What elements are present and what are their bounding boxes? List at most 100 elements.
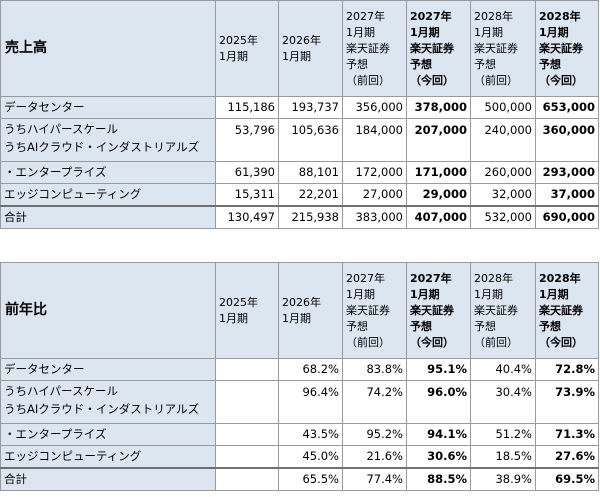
col-header-2027-curr: 2027年 1月期 楽天証券 予想 （今回）: [406, 262, 471, 359]
cell-value: 690,000: [535, 205, 599, 229]
row-label: うちハイパースケール: [4, 122, 118, 136]
cell-value: 378,000: [406, 96, 471, 119]
row-label: ・エンタープライズ: [0, 161, 216, 184]
cell-value: 40.4%: [470, 358, 536, 381]
cell-value: 500,000: [470, 96, 536, 119]
cell-value: 43.5%: [278, 423, 343, 446]
col-header-2028-curr: 2028年 1月期 楽天証券 予想 （今回）: [535, 262, 599, 359]
cell-value: 37,000: [535, 183, 599, 207]
cell-value: 293,000: [535, 161, 599, 184]
table-row-ai-cloud: ・エンタープライズ 43.5% 95.2% 94.1% 51.2% 71.3%: [0, 423, 599, 446]
table-row-datacenter: データセンター 68.2% 83.8% 95.1% 40.4% 72.8%: [0, 358, 599, 381]
row-label: うちハイパースケール: [4, 384, 118, 398]
cell-value: 83.8%: [342, 358, 407, 381]
cell-value-stack: 360,000: [535, 118, 599, 162]
cell-value: 130,497: [215, 205, 279, 229]
cell-value-stack: 30.4%: [470, 380, 536, 424]
col-line: 2025年: [219, 33, 258, 47]
row-label: ・エンタープライズ: [0, 423, 216, 446]
cell-value: 95.2%: [342, 423, 407, 446]
row-label-stack: うちハイパースケール うちAIクラウド・インダストリアルズ: [0, 380, 216, 424]
cell-value: 61,390: [215, 161, 279, 184]
table-row-total: 合計 130,497 215,938 383,000 407,000 532,0…: [0, 205, 599, 229]
row-label: データセンター: [0, 96, 216, 119]
cell-value: 71.3%: [535, 423, 599, 446]
cell-value: 95.1%: [406, 358, 471, 381]
cell-value: 29,000: [406, 183, 471, 207]
cell-value: [215, 445, 279, 469]
table-row-sub: うちハイパースケールうちAIクラウド・インダストリアルズ 53,796 105,…: [0, 118, 599, 162]
table-row-edge: エッジコンピューティング 45.0% 21.6% 30.6% 18.5% 27.…: [0, 445, 599, 469]
cell-value: 88.5%: [406, 467, 471, 491]
cell-value-stack: 105,636: [278, 118, 343, 162]
cell-value: 172,000: [342, 161, 407, 184]
col-header-2028-prev: 2028年 1月期 楽天証券 予想 （前回）: [470, 262, 536, 359]
col-line: 1月期: [219, 49, 248, 63]
cell-value: 68.2%: [278, 358, 343, 381]
table-title: 前年比: [0, 262, 216, 359]
cell-value: 653,000: [535, 96, 599, 119]
cell-value: 18.5%: [470, 445, 536, 469]
cell-value: 260,000: [470, 161, 536, 184]
cell-value-stack: [215, 380, 279, 424]
cell-value: 69.5%: [535, 467, 599, 491]
cell-value: 27.6%: [535, 445, 599, 469]
col-header-2028-curr: 2028年 1月期 楽天証券 予想 （今回）: [535, 0, 599, 97]
sales-table: 売上高 2025年 1月期 2026年 1月期 2027年 1月期 楽天証券 予想 （前回）…: [0, 0, 599, 229]
cell-value: 32,000: [470, 183, 536, 207]
cell-value: 65.5%: [278, 467, 343, 491]
cell-value: 215,938: [278, 205, 343, 229]
cell-value-stack: 207,000: [406, 118, 471, 162]
row-label: うちAIクラウド・インダストリアルズ: [4, 140, 200, 154]
cell-value-stack: 240,000: [470, 118, 536, 162]
table-row-datacenter: データセンター 115,186 193,737 356,000 378,000 …: [0, 96, 599, 119]
row-label: データセンター: [0, 358, 216, 381]
row-label: 合計: [0, 467, 216, 491]
cell-value: 38.9%: [470, 467, 536, 491]
cell-value: 30.6%: [406, 445, 471, 469]
table-title: 売上高: [0, 0, 216, 97]
col-header-2026: 2026年 1月期: [278, 0, 343, 97]
cell-value-stack: 96.4%: [278, 380, 343, 424]
cell-value-stack: 73.9%: [535, 380, 599, 424]
cell-value-stack: 96.0%: [406, 380, 471, 424]
cell-value: [215, 423, 279, 446]
cell-value: 21.6%: [342, 445, 407, 469]
cell-value: 77.4%: [342, 467, 407, 491]
col-header-2025: 2025年 1月期: [215, 0, 279, 97]
cell-value: [215, 467, 279, 491]
cell-value-stack: 74.2%: [342, 380, 407, 424]
cell-value: 383,000: [342, 205, 407, 229]
col-line: 2026年: [282, 33, 321, 47]
row-label: 合計: [0, 205, 216, 229]
col-header-2027-prev: 2027年 1月期 楽天証券 予想 （前回）: [342, 0, 407, 97]
cell-value-stack: 53,796: [215, 118, 279, 162]
cell-value: 407,000: [406, 205, 471, 229]
cell-value: 72.8%: [535, 358, 599, 381]
cell-value: 15,311: [215, 183, 279, 207]
table-row-total: 合計 65.5% 77.4% 88.5% 38.9% 69.5%: [0, 467, 599, 491]
cell-value: 532,000: [470, 205, 536, 229]
row-label: エッジコンピューティング: [0, 183, 216, 207]
cell-value: 356,000: [342, 96, 407, 119]
header-row: 前年比 2025年 1月期 2026年 1月期 2027年 1月期 楽天証券 予想 （前回）…: [0, 262, 599, 359]
col-header-2025: 2025年 1月期: [215, 262, 279, 359]
cell-value: 115,186: [215, 96, 279, 119]
cell-value: [215, 358, 279, 381]
row-label-stack: うちハイパースケールうちAIクラウド・インダストリアルズ: [0, 118, 216, 162]
cell-value: 51.2%: [470, 423, 536, 446]
header-row: 売上高 2025年 1月期 2026年 1月期 2027年 1月期 楽天証券 予想 （前回）…: [0, 0, 599, 97]
cell-value-stack: 184,000: [342, 118, 407, 162]
row-label: エッジコンピューティング: [0, 445, 216, 469]
table-row-sub: うちハイパースケール うちAIクラウド・インダストリアルズ 96.4% 74.2%…: [0, 380, 599, 424]
cell-value: 45.0%: [278, 445, 343, 469]
cell-value: 27,000: [342, 183, 407, 207]
col-header-2026: 2026年 1月期: [278, 262, 343, 359]
yoy-table: 前年比 2025年 1月期 2026年 1月期 2027年 1月期 楽天証券 予想 （前回）…: [0, 262, 599, 491]
cell-value: 88,101: [278, 161, 343, 184]
cell-value: 94.1%: [406, 423, 471, 446]
col-header-2027-curr: 2027年 1月期 楽天証券 予想 （今回）: [406, 0, 471, 97]
col-line: 1月期: [282, 49, 311, 63]
cell-value: 171,000: [406, 161, 471, 184]
cell-value: 22,201: [278, 183, 343, 207]
